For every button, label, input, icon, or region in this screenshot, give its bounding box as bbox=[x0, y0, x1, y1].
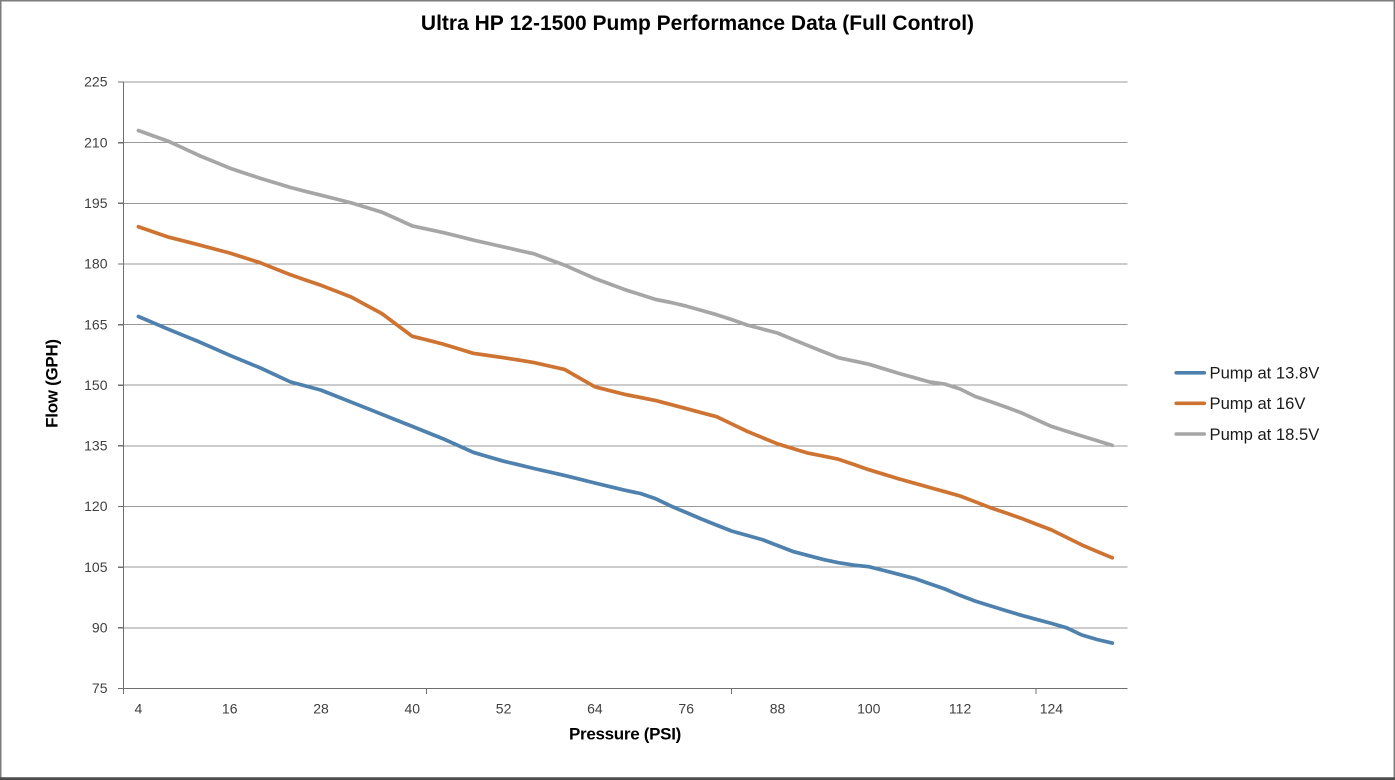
svg-text:Pump at 16V: Pump at 16V bbox=[1210, 394, 1306, 413]
svg-text:180: 180 bbox=[84, 256, 108, 272]
svg-text:76: 76 bbox=[678, 701, 694, 717]
svg-text:100: 100 bbox=[857, 701, 881, 717]
svg-text:112: 112 bbox=[949, 701, 972, 717]
svg-text:16: 16 bbox=[222, 701, 238, 717]
svg-text:52: 52 bbox=[496, 701, 512, 717]
svg-text:135: 135 bbox=[84, 438, 108, 454]
svg-text:64: 64 bbox=[587, 701, 603, 717]
svg-text:Flow (GPH): Flow (GPH) bbox=[43, 339, 62, 428]
svg-text:225: 225 bbox=[84, 74, 108, 90]
svg-text:Pump at 13.8V: Pump at 13.8V bbox=[1210, 364, 1320, 383]
svg-text:75: 75 bbox=[92, 680, 108, 696]
svg-text:150: 150 bbox=[84, 377, 108, 393]
svg-text:40: 40 bbox=[405, 701, 421, 717]
svg-text:120: 120 bbox=[84, 498, 108, 514]
svg-text:28: 28 bbox=[313, 701, 329, 717]
svg-text:165: 165 bbox=[84, 316, 108, 332]
svg-text:88: 88 bbox=[770, 701, 786, 717]
svg-text:105: 105 bbox=[84, 559, 108, 575]
svg-text:Pressure (PSI): Pressure (PSI) bbox=[569, 725, 681, 744]
svg-text:124: 124 bbox=[1040, 701, 1064, 717]
svg-text:4: 4 bbox=[135, 701, 143, 717]
svg-text:195: 195 bbox=[84, 195, 108, 211]
svg-text:90: 90 bbox=[92, 620, 108, 636]
svg-text:Pump at 18.5V: Pump at 18.5V bbox=[1210, 425, 1320, 444]
svg-text:210: 210 bbox=[84, 134, 108, 150]
